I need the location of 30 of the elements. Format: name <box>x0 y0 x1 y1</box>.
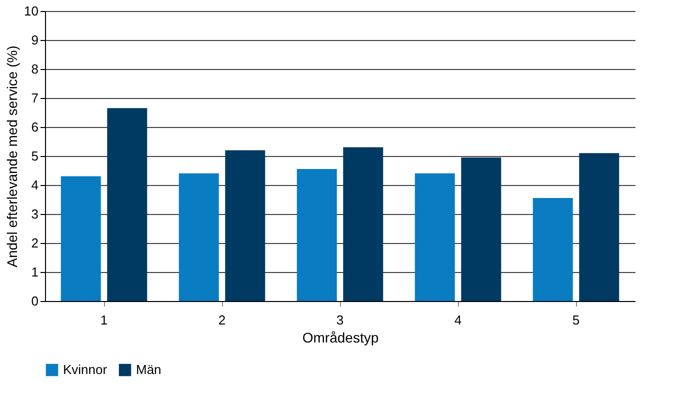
bar <box>107 108 148 301</box>
x-tick-label: 1 <box>100 312 108 328</box>
bar <box>532 198 573 301</box>
y-tick-label: 3 <box>31 206 38 222</box>
bar <box>178 173 219 301</box>
y-tick-label: 8 <box>31 62 38 76</box>
y-tick-label: 9 <box>31 32 38 48</box>
x-tick-label: 3 <box>336 312 344 328</box>
bar <box>296 169 337 301</box>
y-tick-label: 10 <box>24 4 38 18</box>
y-axis-title: Andel efterlevande med service (%) <box>4 46 20 268</box>
y-tick-label: 2 <box>31 236 38 250</box>
bar <box>461 157 502 301</box>
bar <box>579 153 620 301</box>
bar <box>343 147 384 301</box>
bar <box>60 176 101 301</box>
y-tick-label: 6 <box>31 120 38 134</box>
bar <box>225 150 266 301</box>
legend-label: Män <box>136 362 162 377</box>
x-tick-label: 5 <box>572 312 580 328</box>
y-tick-label: 4 <box>31 178 38 192</box>
x-tick-label: 2 <box>218 312 226 328</box>
y-tick-label: 0 <box>31 294 38 308</box>
bar <box>414 173 455 301</box>
x-tick-label: 4 <box>454 312 462 328</box>
x-axis-title: Områdestyp <box>302 330 379 346</box>
y-tick-label: 1 <box>31 264 38 280</box>
y-tick-label: 5 <box>31 148 38 164</box>
legend-label: Kvinnor <box>63 362 108 377</box>
y-tick-label: 7 <box>31 90 38 106</box>
